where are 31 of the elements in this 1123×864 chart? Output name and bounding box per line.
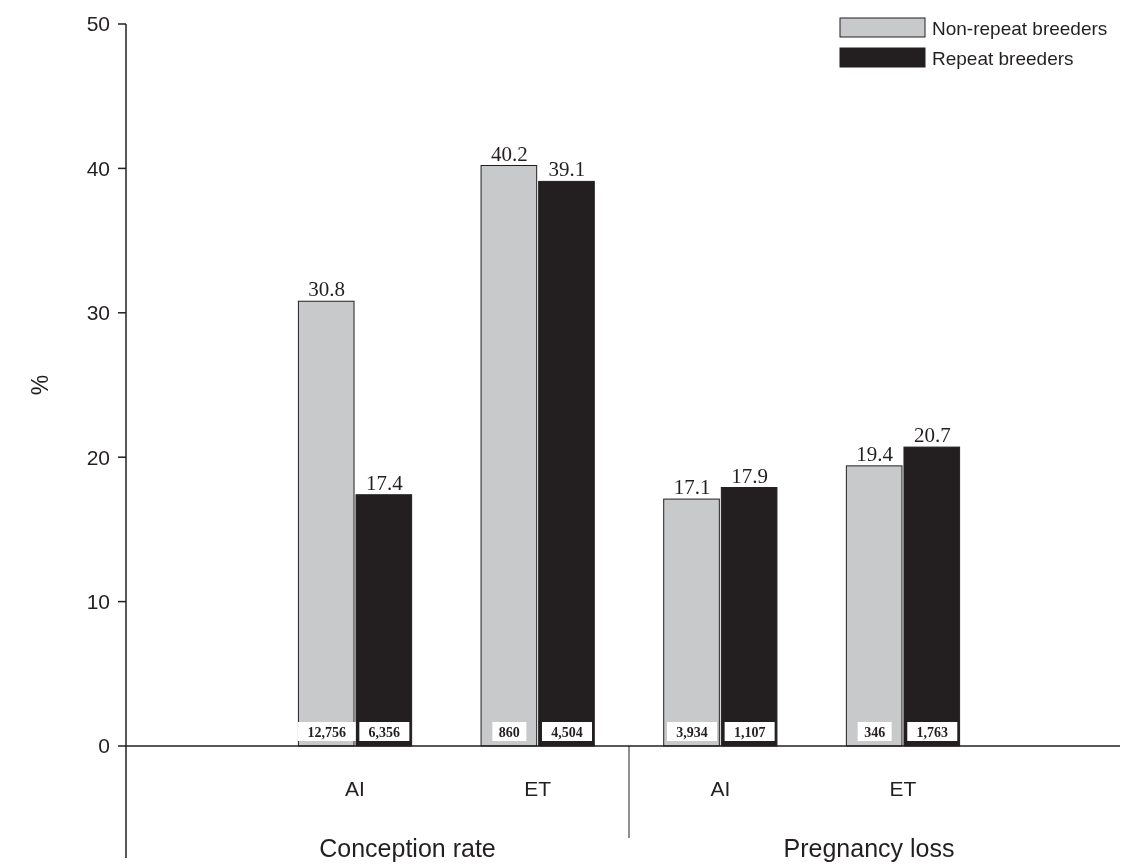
y-tick-label: 30 — [86, 301, 110, 325]
data-label: 20.7 — [913, 423, 951, 448]
x-tick-label: ET — [889, 777, 917, 800]
y-tick-label: 0 — [98, 734, 110, 758]
data-label: 17.4 — [365, 470, 404, 495]
x-tick-label: ET — [524, 777, 552, 800]
y-tick-label: 10 — [86, 589, 110, 613]
data-label: 40.2 — [490, 141, 528, 166]
data-label: 17.9 — [731, 463, 769, 488]
x-tick-label: AI — [345, 777, 365, 800]
annotation: 1,107 — [733, 725, 766, 740]
annotation: 6,356 — [368, 725, 401, 740]
annotation: 4,504 — [551, 725, 583, 740]
y-tick-label: 40 — [86, 156, 110, 180]
annotation: 12,756 — [307, 725, 346, 740]
y-axis-title: % — [27, 374, 54, 396]
annotation: 1,763 — [916, 725, 949, 740]
legend-label: Non-repeat breeders — [932, 17, 1108, 39]
annotation: 860 — [498, 725, 520, 740]
annotation: 3,934 — [676, 725, 708, 740]
annotation: 346 — [864, 725, 886, 740]
y-tick-label: 20 — [86, 445, 110, 469]
data-label: 19.4 — [856, 441, 894, 466]
data-label: 30.8 — [308, 277, 346, 302]
legend-label: Repeat breeders — [932, 47, 1074, 69]
data-label: 39.1 — [548, 157, 586, 182]
text: Pregnancy loss — [783, 834, 955, 862]
x-tick-label: AI — [710, 777, 731, 800]
data-label: 17.1 — [673, 475, 711, 500]
text: Conception rate — [319, 834, 496, 862]
y-tick-label: 50 — [86, 12, 110, 36]
